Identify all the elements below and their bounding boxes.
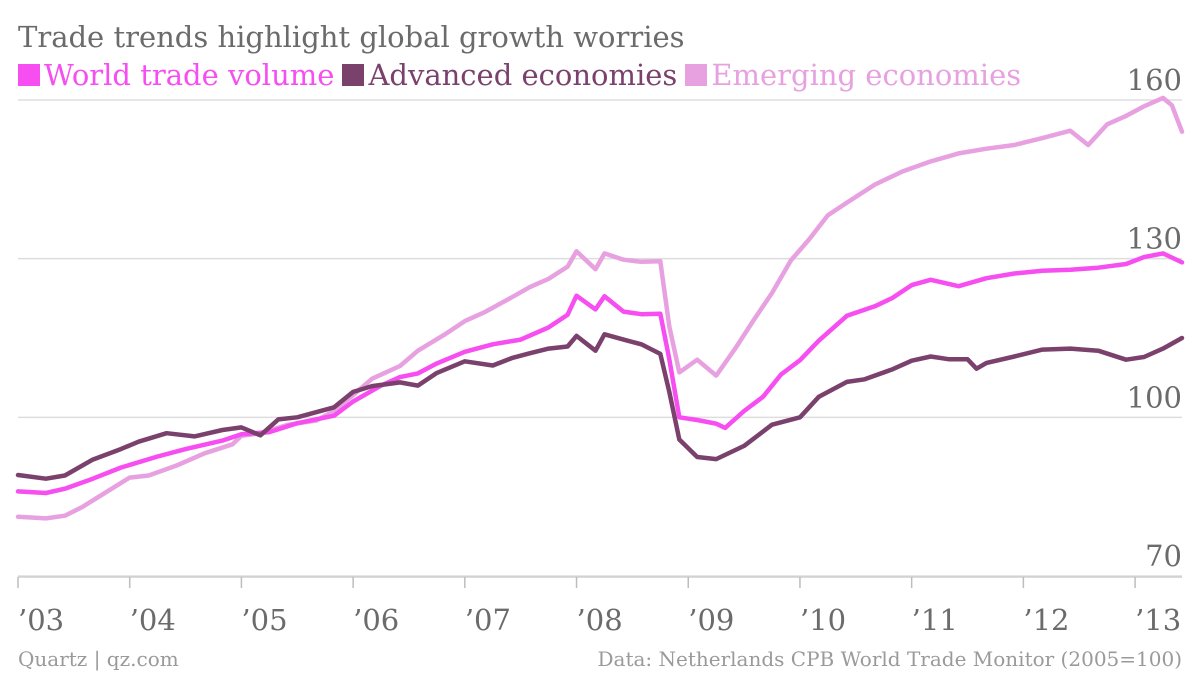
- x-tick-label-2007: ’07: [465, 603, 511, 637]
- legend-swatch-advanced: [342, 64, 365, 86]
- y-tick-label-160: 160: [1127, 63, 1182, 97]
- x-tick-label-2013: ’13: [1135, 603, 1181, 637]
- x-tick-label-2009: ’09: [688, 603, 734, 637]
- credit: Quartz | qz.com: [18, 647, 179, 671]
- x-axis: ’03 ’04 ’05 ’06 ’07 ’08 ’09 ’10 ’11 ’12 ’13: [17, 576, 1182, 637]
- legend-swatch-world: [18, 64, 40, 86]
- legend-item-world: World trade volume: [18, 58, 334, 92]
- legend-swatch-emerging: [685, 64, 708, 86]
- y-tick-label-100: 100: [1127, 380, 1182, 414]
- legend: World trade volume Advanced economies Em…: [18, 58, 1029, 92]
- legend-label-advanced: Advanced economies: [368, 58, 678, 92]
- series-line-emerging: [15, 95, 1185, 521]
- x-tick-label-2011: ’11: [912, 603, 958, 637]
- x-tick-label-2006: ’06: [353, 603, 399, 637]
- legend-item-advanced: Advanced economies: [342, 58, 677, 92]
- series-lines: [15, 95, 1185, 521]
- x-tick-label-2010: ’10: [800, 603, 846, 637]
- source-note: Data: Netherlands CPB World Trade Monito…: [597, 647, 1182, 671]
- x-tick-label-2004: ’04: [130, 603, 176, 637]
- x-tick-label-2012: ’12: [1023, 603, 1069, 637]
- legend-label-emerging: Emerging economies: [711, 58, 1022, 92]
- series-line-advanced: [15, 332, 1185, 481]
- x-tick-label-2003: ’03: [18, 603, 64, 637]
- y-tick-label-70: 70: [1145, 539, 1182, 573]
- y-axis: 70 100 130 160: [1127, 63, 1182, 573]
- chart-title: Trade trends highlight global growth wor…: [18, 20, 685, 54]
- x-tick-label-2008: ’08: [577, 603, 623, 637]
- legend-item-emerging: Emerging economies: [685, 58, 1021, 92]
- y-tick-label-130: 130: [1127, 222, 1182, 256]
- x-tick-label-2005: ’05: [241, 603, 287, 637]
- legend-label-world: World trade volume: [44, 58, 335, 92]
